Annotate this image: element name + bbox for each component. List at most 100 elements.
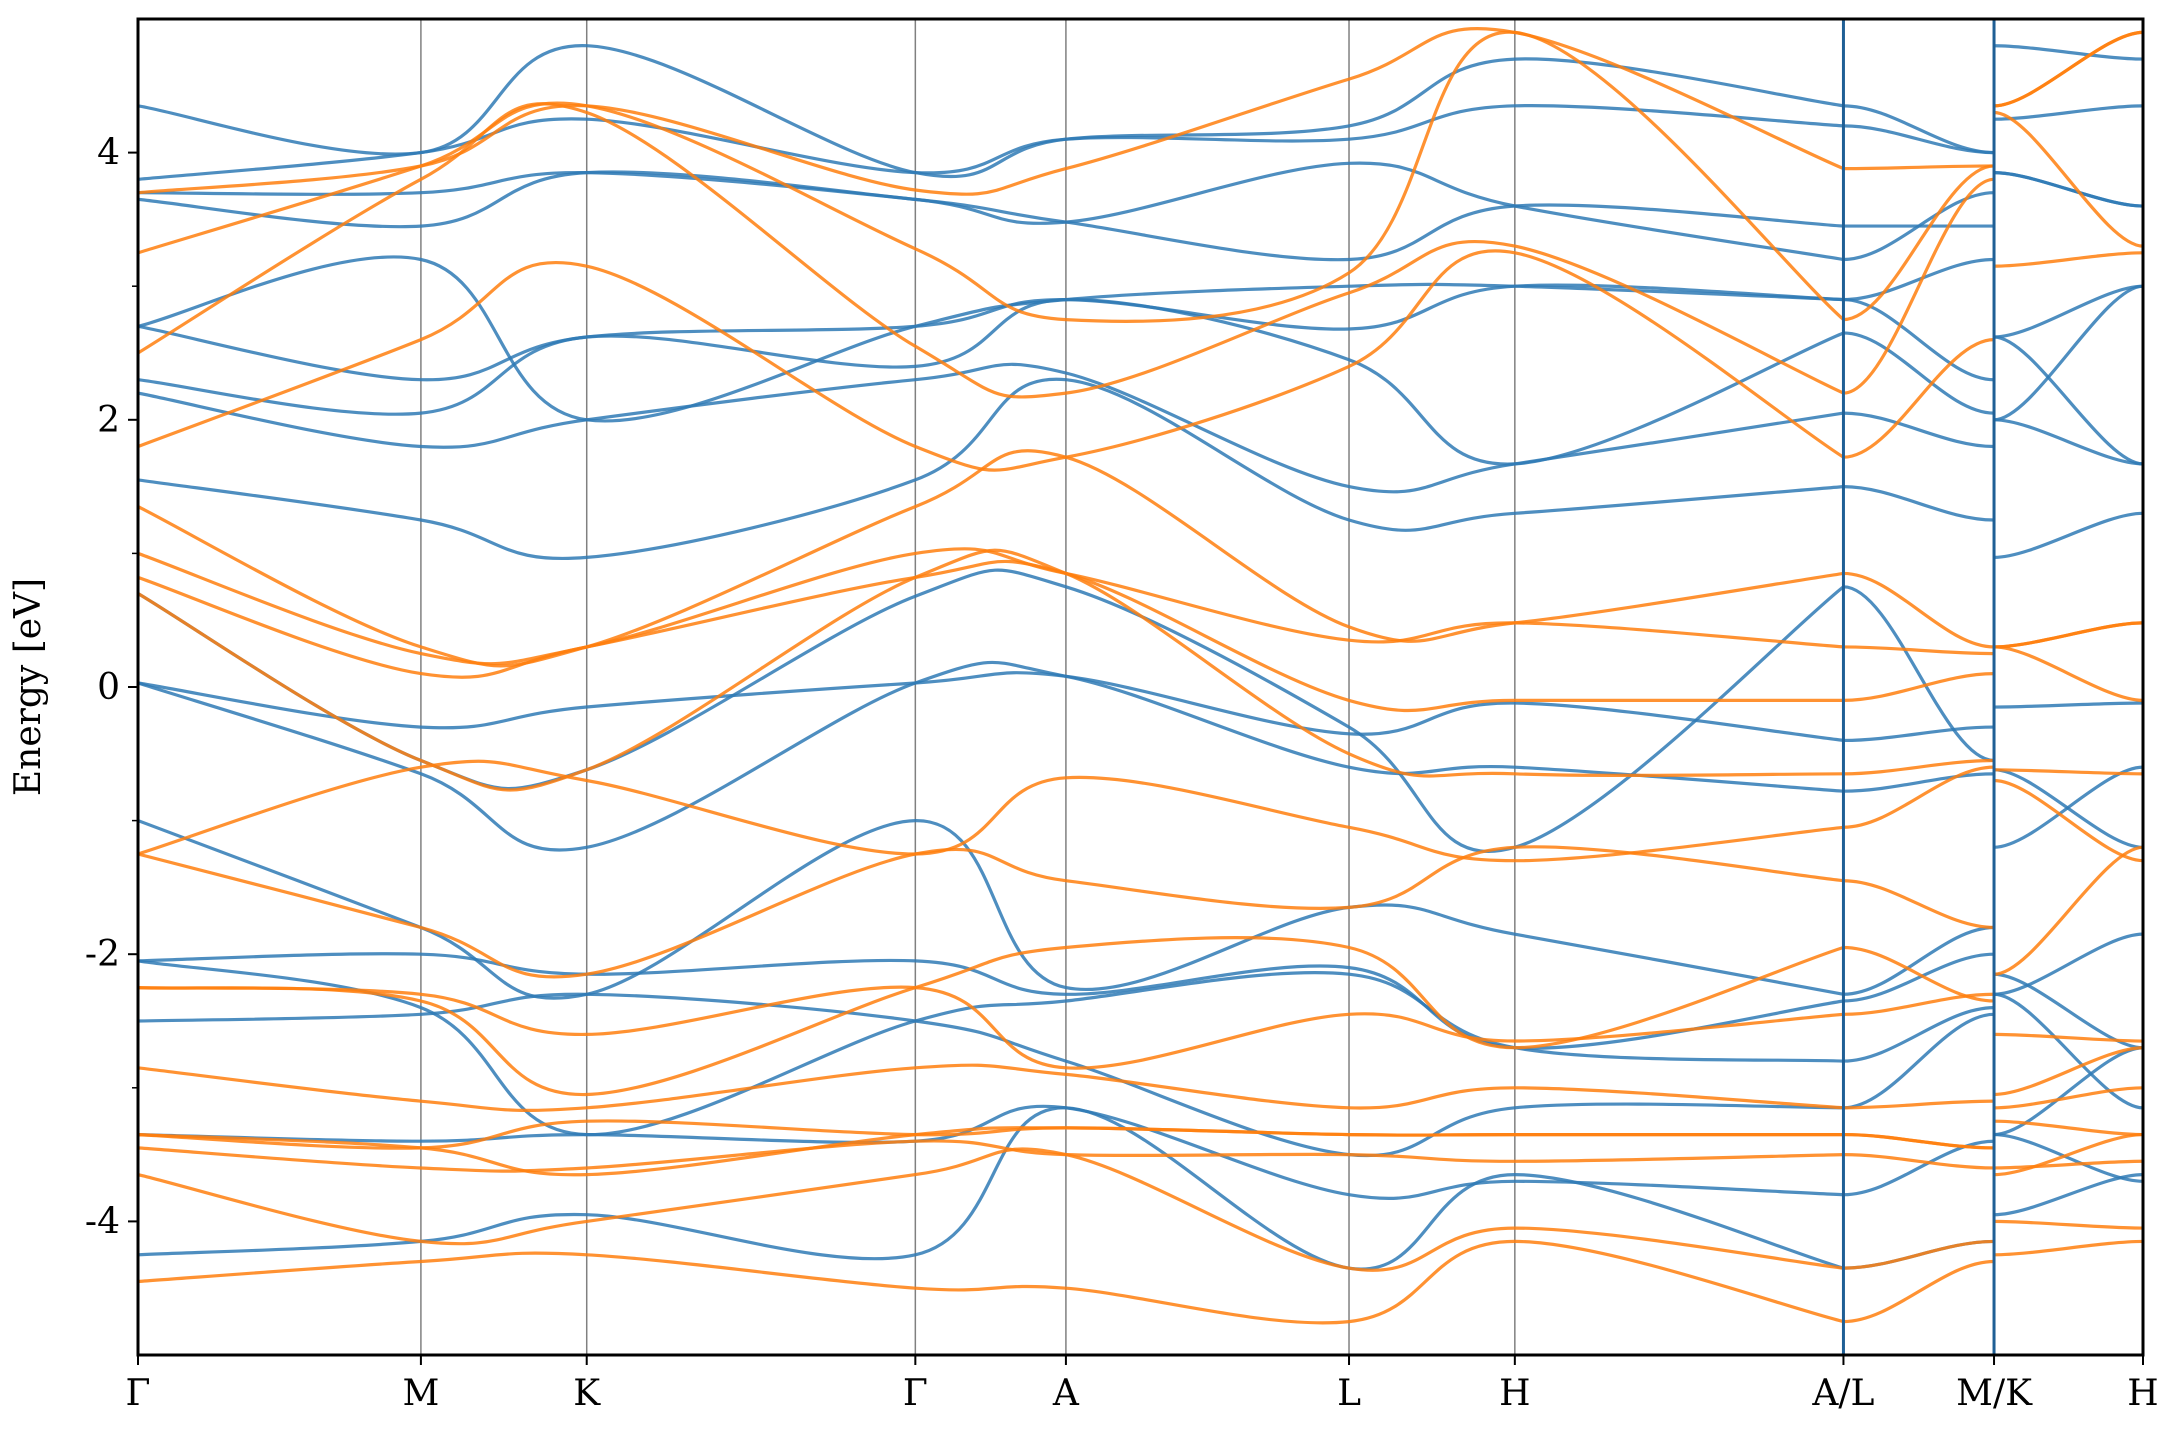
segment-MK-H xyxy=(1994,1173,2143,1217)
segment-MK-H xyxy=(1994,418,2143,466)
blue-band-17 xyxy=(138,44,1846,179)
segment-AL-MK xyxy=(1843,1239,1995,1270)
segment-MK-H xyxy=(1993,992,2143,1110)
segment-AL-MK xyxy=(1843,331,1995,415)
segment-AL-MK xyxy=(1843,257,1995,302)
orange-band-11 xyxy=(138,559,1846,713)
x-tick-label: A/L xyxy=(1811,1373,1874,1414)
segment-MK-H xyxy=(1994,1132,2143,1183)
segment-MK-H xyxy=(1994,511,2143,560)
segment-AL-MK xyxy=(1843,104,1995,155)
segment-MK-H xyxy=(1993,110,2143,248)
blue-band-2 xyxy=(138,992,1846,1158)
segment-MK-H xyxy=(1993,768,2143,849)
x-tick-label: A xyxy=(1052,1373,1080,1414)
segment-MK-H xyxy=(1994,621,2143,649)
segment-AL-MK xyxy=(1843,1006,1995,1063)
orange-band-7 xyxy=(138,936,1846,1097)
y-tick-label: 2 xyxy=(97,400,120,441)
blue-band-16 xyxy=(138,103,1846,181)
x-tick-label: M/K xyxy=(1956,1373,2033,1414)
segment-AL-MK xyxy=(1843,672,1995,702)
segment-AL-MK xyxy=(1843,177,1995,395)
orange-band-17 xyxy=(138,27,1846,196)
segment-AL-MK xyxy=(1843,1139,1995,1197)
segment-MK-H xyxy=(1993,335,2143,466)
segment-MK-H xyxy=(1994,1046,2143,1097)
segment-MK-H xyxy=(1994,104,2143,121)
x-tick-label: Γ xyxy=(903,1373,928,1414)
segment-AL-MK xyxy=(1843,164,1995,171)
x-tick-label: K xyxy=(573,1373,601,1414)
segment-MK-H xyxy=(1994,701,2143,709)
x-tick-label: H xyxy=(2127,1373,2158,1414)
segment-MK-H xyxy=(1994,1219,2143,1230)
x-axis: Γ M K Γ A L H A/L M/K H xyxy=(126,1355,2159,1414)
segment-MK-H xyxy=(1994,1132,2143,1177)
x-tick-label: Γ xyxy=(126,1373,151,1414)
blue-band-0 xyxy=(138,1106,1846,1271)
orange-band-5 xyxy=(138,1063,1846,1113)
segment-AL-MK xyxy=(1843,411,1995,449)
y-tick-label: 0 xyxy=(97,667,120,708)
segment-AL-MK xyxy=(1843,879,1995,930)
orange-band-0 xyxy=(138,1239,1846,1325)
segment-MK-H xyxy=(1993,972,2143,1050)
segment-MK-H xyxy=(1994,44,2143,61)
panel-separators xyxy=(1841,19,1996,1355)
segment-AL-MK xyxy=(1843,571,1995,649)
segment-MK-H xyxy=(1993,845,2143,976)
orange-band-13 xyxy=(138,449,1846,668)
segment-AL-MK xyxy=(1843,1012,1995,1110)
blue-band-13 xyxy=(138,255,1846,423)
x-tick-label: L xyxy=(1337,1373,1361,1414)
segment-MK-H xyxy=(1994,171,2143,208)
blue-band-6 xyxy=(138,660,1846,852)
orange-band-8 xyxy=(138,845,1846,979)
segment-MK-H xyxy=(1993,932,2143,996)
orange-band-12 xyxy=(138,547,1846,666)
orange-band-1 xyxy=(138,1147,1846,1272)
y-axis-label: Energy [eV] xyxy=(8,578,49,796)
segment-MK-H xyxy=(1993,30,2143,108)
segment-AL-MK xyxy=(1843,992,1995,1016)
blue-band-7 xyxy=(138,671,1846,742)
blue-band-9 xyxy=(138,377,1846,560)
segment-AL-MK xyxy=(1843,952,1995,1003)
blue-band-15 xyxy=(138,161,1846,262)
segment-AL-MK xyxy=(1843,772,1995,793)
orange-band-2 xyxy=(138,1139,1846,1173)
segment-AL-MK xyxy=(1843,1099,1995,1110)
segment-AL-MK xyxy=(1843,645,1995,656)
bands-layer xyxy=(138,27,2143,1325)
segment-AL-MK xyxy=(1843,925,1995,996)
segment-MK-H xyxy=(1993,284,2143,422)
blue-band-10 xyxy=(138,362,1846,494)
orange-band-14 xyxy=(138,249,1846,472)
x-tick-label: H xyxy=(1499,1373,1530,1414)
blue-band-1 xyxy=(138,1104,1846,1200)
y-tick-label: 4 xyxy=(97,133,120,174)
segment-MK-H xyxy=(1994,1159,2143,1170)
blue-band-5 xyxy=(138,818,1846,1000)
segment-MK-H xyxy=(1994,768,2143,776)
segment-AL-MK xyxy=(1843,1132,1995,1150)
x-tick-label: M xyxy=(402,1373,439,1414)
segment-AL-MK xyxy=(1843,945,1995,1003)
segment-AL-MK xyxy=(1843,297,1995,382)
y-axis: 4 2 0 -2 -4 xyxy=(85,133,138,1242)
blue-band-11 xyxy=(138,297,1846,466)
segment-AL-MK xyxy=(1843,164,1995,322)
segment-AL-MK xyxy=(1843,1259,1995,1324)
segment-MK-H xyxy=(1994,645,2143,702)
segment-AL-MK xyxy=(1843,191,1995,262)
segment-AL-MK xyxy=(1843,338,1995,459)
segment-AL-MK xyxy=(1843,485,1995,522)
y-tick-label: -4 xyxy=(85,1201,120,1242)
orange-band-4 xyxy=(138,1119,1846,1150)
segment-MK-H xyxy=(1994,1086,2143,1110)
orange-band-15 xyxy=(138,102,1846,399)
y-tick-label: -2 xyxy=(85,934,120,975)
orange-band-9 xyxy=(138,759,1846,863)
